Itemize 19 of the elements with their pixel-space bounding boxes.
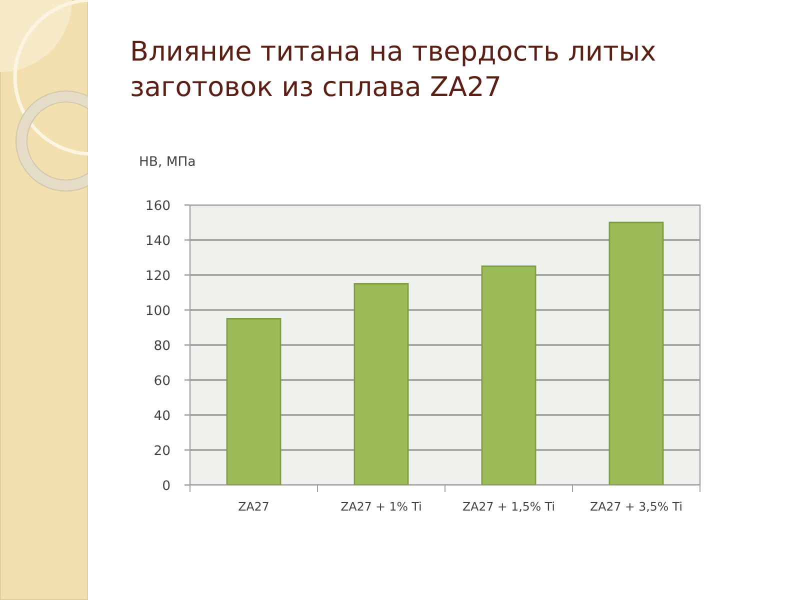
- y-tick-label: 140: [146, 235, 170, 246]
- x-tick-label: ZA27 + 1% Ti: [341, 502, 421, 511]
- bar: [226, 318, 282, 485]
- y-tick-label: 160: [146, 200, 170, 210]
- y-tick-label: 0: [163, 480, 170, 490]
- y-axis-title: НВ, МПа: [140, 156, 195, 168]
- bar: [481, 266, 536, 485]
- y-tick-label: 100: [146, 305, 170, 316]
- y-tick-label: 80: [154, 340, 170, 350]
- bar: [354, 283, 409, 485]
- y-tick-label: 20: [154, 445, 170, 456]
- chart-title: Влияние титана на твердость литых заготовок из сплава ZA27: [132, 40, 656, 96]
- x-tick-label: ZA27 + 1,5% Ti: [463, 502, 554, 512]
- x-tick-label: ZA27: [238, 502, 268, 511]
- y-tick-label: 120: [146, 270, 170, 280]
- y-tick-label: 40: [154, 410, 170, 420]
- y-tick-label: 60: [154, 375, 170, 386]
- x-tick-label: ZA27 + 3,5% Ti: [590, 502, 682, 512]
- bar: [608, 222, 664, 485]
